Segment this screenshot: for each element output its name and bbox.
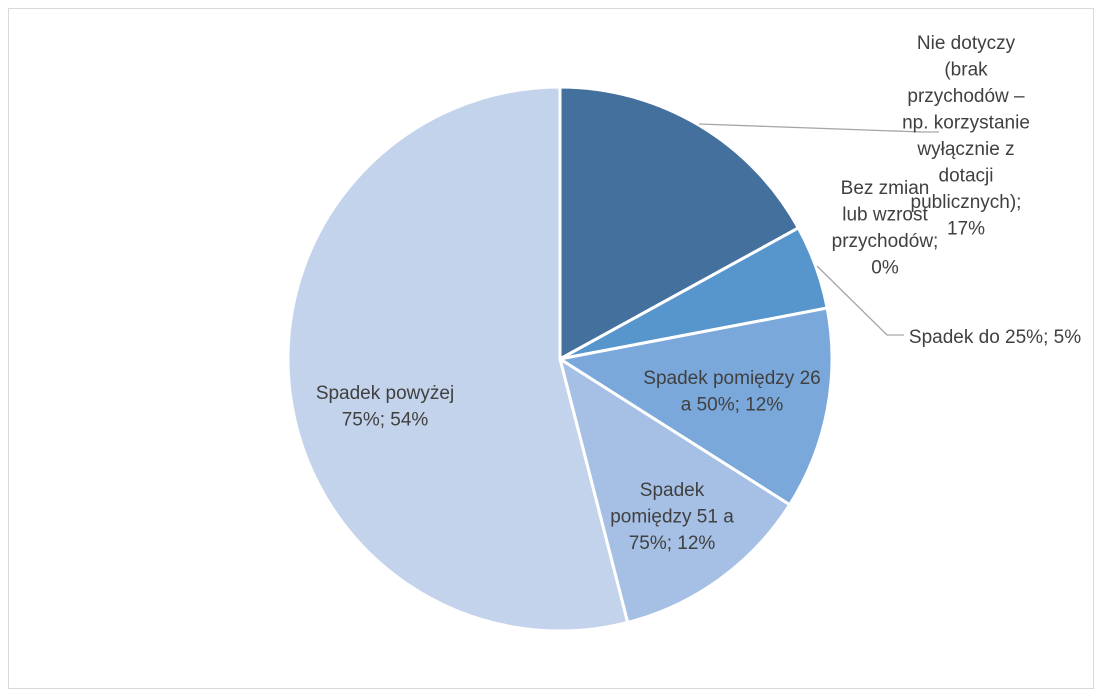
chart-area: Nie dotyczy (brak przychodów – np. korzysta… [8,8,1094,689]
slice-data-label: Bez zmian lub wzrost przychodów; 0% [832,178,939,279]
slice-label-line: 17% [947,219,985,240]
slice-label-line: wyłącznie z [916,139,1014,160]
slice-label-line: (brak [944,60,988,81]
slice-data-label: Spadek pomiędzy 26 a 50%; 12% [643,368,820,416]
slice-label-line: lub wzrost [842,205,928,226]
labels-layer: Nie dotyczy (brak przychodów – np. korzysta… [316,33,1081,554]
slice-label-line: a 50%; 12% [681,395,784,416]
pie-chart: Nie dotyczy (brak przychodów – np. korzysta… [286,33,1081,633]
slices-layer [286,85,834,633]
slice-label-line: przychodów – [907,86,1025,107]
slice-label-line: Spadek do 25%; 5% [909,327,1081,348]
slice-label-line: 0% [871,258,899,279]
slice-label-line: Nie dotyczy [917,33,1016,54]
slice-label-line: Bez zmian [841,178,930,199]
pie-slice [557,355,792,625]
slice-data-label: Spadek pomiędzy 51 a 75%; 12% [610,480,734,554]
slice-label-line: np. korzystanie [902,113,1030,134]
leader-line [816,265,904,336]
slice-label-line: 75%; 12% [629,533,716,554]
slice-data-label: Spadek do 25%; 5% [909,327,1081,348]
pie-slice [555,306,834,507]
slice-label-line: publicznych); [911,192,1022,213]
slice-data-label: Nie dotyczy (brak przychodów – np. korzysta… [902,33,1030,240]
slice-label-line: Spadek [640,480,705,501]
leader-lines [698,123,939,336]
pie-slice [286,85,630,633]
slice-label-line: dotacji [939,166,994,187]
slice-label-line: pomiędzy 51 a [610,507,734,528]
slice-data-label: Spadek powyżej 75%; 54% [316,383,454,431]
leader-line [698,123,939,133]
slice-label-line: Spadek powyżej [316,383,454,404]
pie-slice [558,85,801,362]
slice-label-line: 75%; 54% [342,410,429,431]
slice-label-line: przychodów; [832,231,939,252]
slice-label-line: Spadek pomiędzy 26 [643,368,820,389]
